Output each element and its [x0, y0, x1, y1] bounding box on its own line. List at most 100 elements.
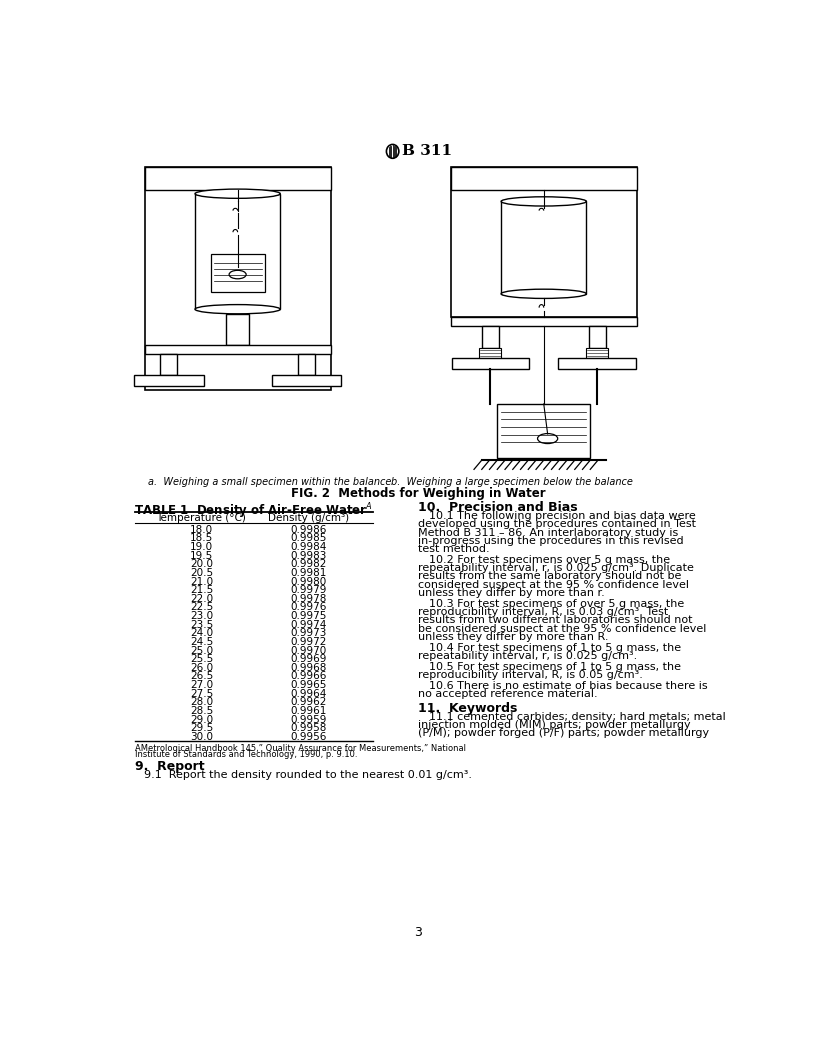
Text: 0.9984: 0.9984: [290, 542, 327, 552]
Text: B 311: B 311: [402, 145, 452, 158]
Text: 0.9966: 0.9966: [290, 672, 327, 681]
Bar: [450, 167, 636, 317]
Text: 22.5: 22.5: [190, 602, 213, 612]
Text: 11.  Keywords: 11. Keywords: [418, 702, 517, 715]
Text: 26.0: 26.0: [190, 663, 213, 673]
Text: 21.5: 21.5: [190, 585, 213, 596]
Text: no accepted reference material.: no accepted reference material.: [418, 689, 598, 699]
Text: results from two different laboratories should not: results from two different laboratories …: [418, 616, 693, 625]
Text: results from the same laboratory should not be: results from the same laboratory should …: [418, 571, 681, 582]
Text: 23.5: 23.5: [190, 620, 213, 629]
Text: 11.1 cemented carbides; density; hard metals; metal: 11.1 cemented carbides; density; hard me…: [429, 712, 725, 721]
Text: 19.5: 19.5: [190, 550, 213, 561]
Text: 25.0: 25.0: [190, 645, 213, 656]
Bar: [144, 167, 330, 190]
Bar: [144, 167, 330, 390]
Text: injection molded (MIM) parts; powder metallurgy: injection molded (MIM) parts; powder met…: [418, 720, 691, 730]
Text: reproducibility interval, R, is 0.05 g/cm³.: reproducibility interval, R, is 0.05 g/c…: [418, 670, 643, 680]
Text: 10.1 The following precision and bias data were: 10.1 The following precision and bias da…: [429, 511, 696, 521]
Text: 0.9959: 0.9959: [290, 715, 327, 724]
Text: 0.9958: 0.9958: [290, 723, 327, 733]
Text: 0.9965: 0.9965: [290, 680, 327, 690]
Text: 23.0: 23.0: [190, 611, 213, 621]
Text: 0.9975: 0.9975: [290, 611, 327, 621]
Text: 0.9980: 0.9980: [290, 577, 327, 586]
Text: 28.5: 28.5: [190, 705, 213, 716]
Text: 10.5 For test specimens of 1 to 5 g mass, the: 10.5 For test specimens of 1 to 5 g mass…: [429, 661, 681, 672]
Text: 24.5: 24.5: [190, 637, 213, 647]
Text: 10.6 There is no estimate of bias because there is: 10.6 There is no estimate of bias becaus…: [429, 680, 707, 691]
Text: 9.  Report: 9. Report: [135, 759, 204, 773]
Bar: [587, 347, 608, 358]
Text: 9.1  Report the density rounded to the nearest 0.01 g/cm³.: 9.1 Report the density rounded to the ne…: [144, 770, 472, 779]
Text: unless they differ by more than R.: unless they differ by more than R.: [418, 631, 609, 642]
Text: 27.5: 27.5: [190, 689, 213, 699]
Text: 22.0: 22.0: [190, 593, 213, 604]
Bar: [501, 202, 587, 294]
Bar: [226, 314, 249, 344]
Ellipse shape: [501, 289, 587, 299]
Text: 0.9964: 0.9964: [290, 689, 327, 699]
Text: 0.9976: 0.9976: [290, 602, 327, 612]
Text: 10.4 For test specimens of 1 to 5 g mass, the: 10.4 For test specimens of 1 to 5 g mass…: [429, 643, 681, 653]
Text: 19.0: 19.0: [190, 542, 213, 552]
Bar: [298, 354, 315, 376]
Text: 0.9961: 0.9961: [290, 705, 327, 716]
Bar: [450, 317, 636, 326]
Text: b.  Weighing a large specimen below the balance: b. Weighing a large specimen below the b…: [391, 477, 633, 487]
Text: 0.9969: 0.9969: [290, 654, 327, 664]
Text: 18.0: 18.0: [190, 525, 213, 534]
Text: 10.3 For test specimens of over 5 g mass, the: 10.3 For test specimens of over 5 g mass…: [429, 599, 685, 608]
Text: 21.0: 21.0: [190, 577, 213, 586]
Text: Temperature (°C): Temperature (°C): [157, 513, 246, 524]
Bar: [451, 358, 529, 370]
Text: repeatability interval, r, is 0.025 g/cm³. Duplicate: repeatability interval, r, is 0.025 g/cm…: [418, 563, 694, 573]
Bar: [450, 167, 636, 190]
Text: 0.9981: 0.9981: [290, 568, 327, 578]
Text: 30.0: 30.0: [190, 732, 213, 741]
Text: 26.5: 26.5: [190, 672, 213, 681]
Bar: [134, 376, 203, 386]
Text: 0.9956: 0.9956: [290, 732, 327, 741]
Text: 27.0: 27.0: [190, 680, 213, 690]
Bar: [497, 403, 590, 458]
Bar: [481, 326, 499, 347]
Text: 0.9962: 0.9962: [290, 697, 327, 708]
Text: 20.0: 20.0: [190, 560, 213, 569]
Text: 0.9982: 0.9982: [290, 560, 327, 569]
Text: 10.  Precision and Bias: 10. Precision and Bias: [418, 501, 578, 514]
Text: Density (g/cm³): Density (g/cm³): [268, 513, 349, 524]
Text: 3: 3: [415, 926, 422, 939]
Text: 20.5: 20.5: [190, 568, 213, 578]
Text: (P/M); powder forged (P/F) parts; powder metallurgy: (P/M); powder forged (P/F) parts; powder…: [418, 729, 709, 738]
Text: 0.9978: 0.9978: [290, 593, 327, 604]
Text: 0.9983: 0.9983: [290, 550, 327, 561]
Text: 0.9973: 0.9973: [290, 628, 327, 638]
Bar: [211, 253, 264, 293]
Text: 0.9986: 0.9986: [290, 525, 327, 534]
Text: 24.0: 24.0: [190, 628, 213, 638]
Bar: [195, 193, 280, 309]
Ellipse shape: [387, 145, 399, 158]
Text: test method.: test method.: [418, 544, 490, 554]
Text: unless they differ by more than r.: unless they differ by more than r.: [418, 588, 605, 598]
Text: 25.5: 25.5: [190, 654, 213, 664]
Bar: [588, 326, 605, 347]
Text: Institute of Standards and Technology, 1990, p. 9.10.: Institute of Standards and Technology, 1…: [135, 751, 357, 759]
Text: 0.9970: 0.9970: [290, 645, 327, 656]
Text: 18.5: 18.5: [190, 533, 213, 544]
Text: reproducibility interval, R, is 0.03 g/cm³. Test: reproducibility interval, R, is 0.03 g/c…: [418, 607, 668, 617]
Bar: [272, 376, 341, 386]
Text: AMetrological Handbook 145,” Quality Assurance for Measurements,” National: AMetrological Handbook 145,” Quality Ass…: [135, 744, 466, 753]
Text: repeatability interval, r, is 0.025 g/cm³.: repeatability interval, r, is 0.025 g/cm…: [418, 650, 637, 661]
Bar: [480, 347, 501, 358]
Text: 29.5: 29.5: [190, 723, 213, 733]
Ellipse shape: [501, 196, 587, 206]
Ellipse shape: [195, 189, 280, 199]
Bar: [144, 344, 330, 354]
Text: 0.9972: 0.9972: [290, 637, 327, 647]
Text: 29.0: 29.0: [190, 715, 213, 724]
Text: 28.0: 28.0: [190, 697, 213, 708]
Ellipse shape: [195, 304, 280, 314]
Text: 0.9985: 0.9985: [290, 533, 327, 544]
